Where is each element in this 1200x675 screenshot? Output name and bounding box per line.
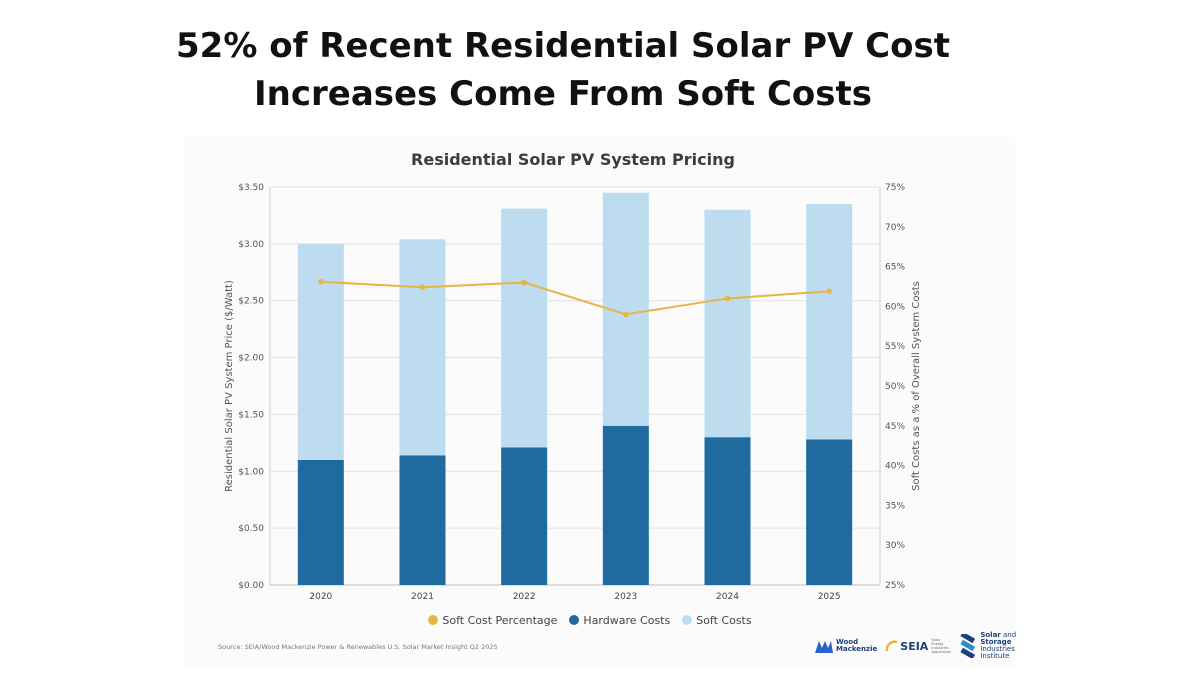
bar-soft-2021 xyxy=(399,239,446,456)
y-tick-label: $1.00 xyxy=(238,467,264,477)
bar-soft-2020 xyxy=(297,243,344,460)
chart-title: Residential Solar PV System Pricing xyxy=(411,150,735,169)
x-tick-label: 2021 xyxy=(411,592,434,602)
x-tick-label: 2022 xyxy=(513,592,536,602)
bar-hardware-2021 xyxy=(399,455,446,585)
wood-mackenzie-logo: Wood Mackenzie xyxy=(815,639,877,653)
ssi-word-and: and xyxy=(1002,631,1017,639)
legend-item-soft-cost-percentage: Soft Cost Percentage xyxy=(428,614,557,627)
bar-soft-2024 xyxy=(704,209,751,438)
seia-logo: SEIA Solar Energy Industries Association xyxy=(885,638,951,654)
point-soft-cost-percentage-2022 xyxy=(521,279,527,286)
headline-line-2: Increases Come From Soft Costs xyxy=(254,74,872,114)
y2-tick-label: 75% xyxy=(885,183,905,193)
bar-soft-2025 xyxy=(806,204,853,440)
logo-strip: Wood Mackenzie SEIA Solar Energy Industr… xyxy=(815,632,1016,660)
legend-swatch-soft-cost-percentage xyxy=(428,615,439,625)
legend-swatch-soft-costs xyxy=(682,615,693,625)
ssi-logo: Solar and Storage Industries Institute xyxy=(959,632,1016,660)
point-soft-cost-percentage-2021 xyxy=(419,284,426,291)
y2-axis-label: Soft Costs as a % of Overall System Cost… xyxy=(911,281,922,491)
y-tick-label: $1.50 xyxy=(238,410,264,420)
y2-tick-label: 40% xyxy=(885,462,905,472)
point-soft-cost-percentage-2025 xyxy=(826,288,832,295)
y2-tick-label: 25% xyxy=(885,581,905,591)
wood-mackenzie-mark-icon xyxy=(815,641,833,653)
ssi-word-industries: Industries xyxy=(980,645,1015,653)
bar-hardware-2020 xyxy=(297,459,344,585)
y2-tick-label: 30% xyxy=(885,541,905,551)
y-tick-label: $3.00 xyxy=(238,240,264,250)
headline-line-1: 52% of Recent Residential Solar PV Cost xyxy=(176,26,950,66)
y2-tick-label: 35% xyxy=(885,501,905,511)
bar-soft-2022 xyxy=(501,208,548,448)
line-soft-cost-percentage xyxy=(320,280,830,316)
point-soft-cost-percentage-2023 xyxy=(623,311,629,318)
ssi-mark-icon xyxy=(960,634,976,658)
point-soft-cost-percentage-2020 xyxy=(318,278,324,285)
legend-label-soft-costs: Soft Costs xyxy=(696,613,752,627)
x-tick-label: 2020 xyxy=(309,592,332,602)
y2-tick-label: 70% xyxy=(885,223,905,233)
y-tick-label: $2.00 xyxy=(238,354,264,364)
legend: Soft Cost Percentage Hardware Costs Soft… xyxy=(420,610,760,630)
seia-subtitle: Solar Energy Industries Association xyxy=(931,638,952,654)
y-tick-label: $2.50 xyxy=(238,297,264,307)
ssi-word-institute: Institute xyxy=(980,652,1010,660)
legend-label-soft-cost-percentage: Soft Cost Percentage xyxy=(442,613,558,627)
wood-mackenzie-line-1: Wood xyxy=(836,638,859,646)
ssi-word-solar: Solar xyxy=(980,631,1001,639)
y2-tick-label: 45% xyxy=(885,422,905,432)
point-soft-cost-percentage-2024 xyxy=(724,295,731,302)
source-note: Source: SEIA/Wood Mackenzie Power & Rene… xyxy=(218,643,498,651)
legend-item-soft-costs: Soft Costs xyxy=(682,613,752,627)
legend-item-hardware-costs: Hardware Costs xyxy=(569,614,670,627)
y2-tick-label: 65% xyxy=(885,263,905,273)
ssi-word-storage: Storage xyxy=(980,638,1012,646)
y-axis-label: Residential Solar PV System Price ($/Wat… xyxy=(224,280,235,492)
y-tick-label: $3.50 xyxy=(238,183,264,193)
x-tick-label: 2025 xyxy=(818,592,841,602)
bar-hardware-2023 xyxy=(602,425,649,585)
y-tick-label: $0.50 xyxy=(238,524,264,534)
sun-arc-icon xyxy=(885,640,898,652)
y2-tick-label: 60% xyxy=(885,302,905,312)
y-tick-label: $0.00 xyxy=(238,581,264,591)
legend-label-hardware-costs: Hardware Costs xyxy=(583,613,671,627)
wood-mackenzie-line-2: Mackenzie xyxy=(836,645,878,653)
bar-hardware-2024 xyxy=(704,437,751,585)
y2-tick-label: 55% xyxy=(885,342,905,352)
legend-swatch-hardware-costs xyxy=(569,615,580,625)
seia-wordmark: SEIA xyxy=(900,639,929,653)
x-tick-label: 2024 xyxy=(716,592,739,602)
bar-hardware-2022 xyxy=(501,447,548,585)
y2-tick-label: 50% xyxy=(885,382,905,392)
x-tick-label: 2023 xyxy=(614,592,637,602)
bar-hardware-2025 xyxy=(806,439,853,585)
headline: 52% of Recent Residential Solar PV Cost … xyxy=(0,22,1126,118)
